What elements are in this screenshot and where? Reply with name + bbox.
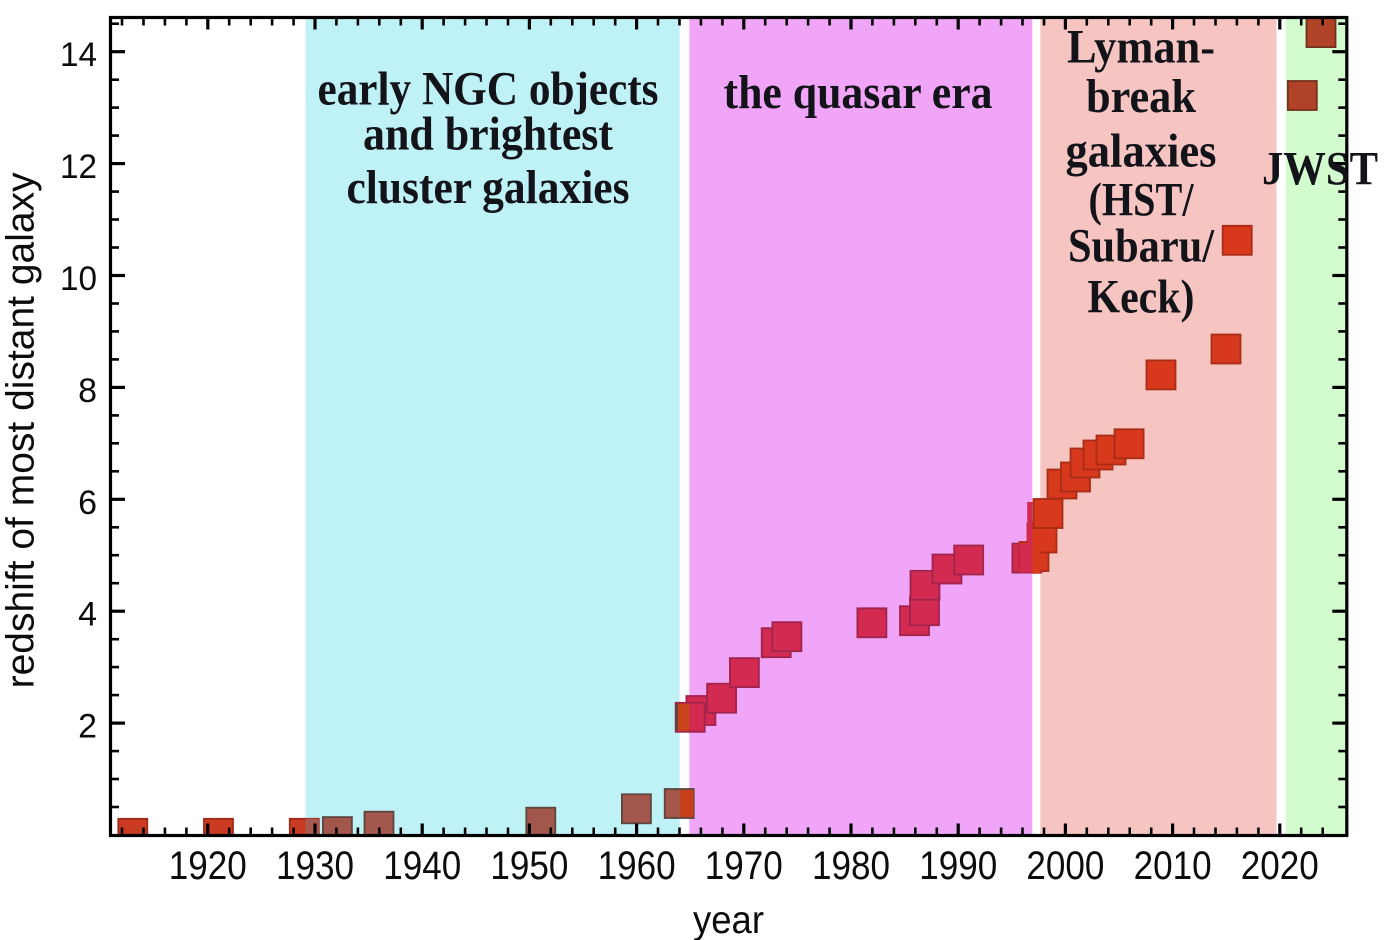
svg-text:the quasar era: the quasar era (724, 66, 993, 119)
svg-text:8: 8 (78, 372, 97, 410)
svg-text:1940: 1940 (383, 844, 461, 888)
svg-text:1980: 1980 (812, 844, 890, 888)
svg-text:cluster galaxies: cluster galaxies (347, 161, 630, 214)
svg-text:Lyman-: Lyman- (1067, 21, 1215, 74)
svg-text:6: 6 (78, 484, 97, 522)
svg-text:year: year (693, 899, 764, 940)
svg-text:2: 2 (78, 708, 97, 746)
svg-text:1990: 1990 (919, 844, 997, 888)
svg-text:early NGC objects: early NGC objects (318, 62, 659, 115)
svg-text:1970: 1970 (705, 844, 783, 888)
svg-text:1950: 1950 (490, 844, 568, 888)
svg-text:Keck): Keck) (1088, 271, 1195, 324)
svg-text:14: 14 (60, 36, 97, 74)
svg-text:4: 4 (78, 596, 97, 634)
svg-text:and brightest: and brightest (363, 107, 613, 160)
svg-text:JWST: JWST (1262, 143, 1378, 196)
svg-text:1930: 1930 (276, 844, 354, 888)
svg-text:12: 12 (60, 148, 97, 186)
svg-text:Subaru/: Subaru/ (1068, 220, 1215, 273)
svg-text:(HST/: (HST/ (1089, 174, 1195, 227)
svg-text:galaxies: galaxies (1066, 124, 1217, 177)
svg-text:1960: 1960 (598, 844, 676, 888)
svg-text:1920: 1920 (169, 844, 247, 888)
svg-text:break: break (1086, 70, 1196, 123)
svg-text:2000: 2000 (1026, 844, 1104, 888)
svg-text:10: 10 (60, 260, 97, 298)
svg-text:redshift of most distant galax: redshift of most distant galaxy (0, 172, 43, 688)
svg-text:2020: 2020 (1241, 844, 1319, 888)
svg-text:2010: 2010 (1134, 844, 1212, 888)
